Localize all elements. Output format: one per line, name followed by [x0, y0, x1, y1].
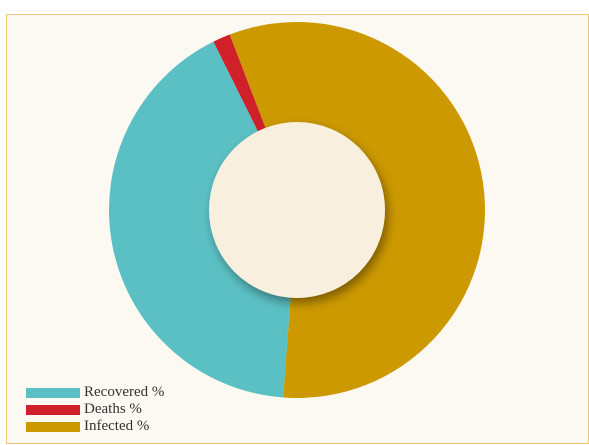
legend-swatch-recovered	[26, 387, 80, 398]
slice-recovered[interactable]	[108, 41, 297, 398]
legend: Recovered % Deaths % Infected %	[26, 384, 164, 435]
legend-swatch-infected	[26, 421, 80, 432]
donut-chart	[108, 22, 485, 399]
legend-item-infected[interactable]: Infected %	[26, 418, 164, 435]
legend-swatch-deaths	[26, 404, 80, 415]
legend-item-deaths[interactable]: Deaths %	[26, 401, 164, 418]
donut-center	[209, 122, 385, 298]
chart-frame: Recovered % Deaths % Infected %	[6, 14, 589, 444]
legend-label-infected: Infected %	[84, 418, 150, 434]
legend-item-recovered[interactable]: Recovered %	[26, 384, 164, 401]
legend-label-recovered: Recovered %	[84, 384, 165, 400]
legend-label-deaths: Deaths %	[84, 401, 142, 417]
